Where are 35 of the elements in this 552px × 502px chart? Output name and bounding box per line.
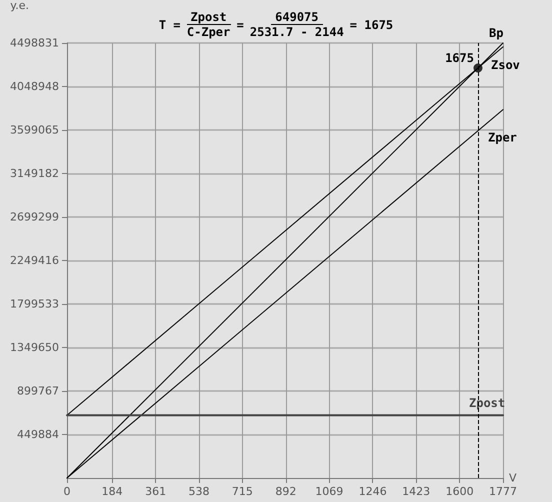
text: = 1675 (350, 18, 394, 32)
series-label: Zpost (469, 396, 506, 410)
x-tick-label: 538 (188, 485, 210, 498)
y-tick-label: 449884 (17, 428, 59, 441)
y-tick-label: 4498831 (10, 36, 59, 50)
x-tick-label: 1777 (489, 485, 517, 498)
text: C-Zper (186, 25, 230, 39)
y-tick-label: 1799533 (10, 298, 59, 310)
text: Zpost (190, 10, 227, 24)
annotation: 1675 (445, 50, 474, 65)
text: 649075 (275, 10, 319, 24)
text: T = (158, 18, 181, 32)
x-tick-label: 892 (275, 485, 296, 498)
y-tick-label: 3599065 (10, 124, 59, 136)
y-tick-label: 1349650 (10, 341, 59, 354)
x-tick-label: 1600 (446, 485, 474, 498)
x-tick-label: 184 (102, 485, 123, 498)
x-tick-label: 361 (145, 485, 166, 498)
series-label: Zper (488, 130, 517, 145)
x-tick-label: 1069 (315, 485, 344, 498)
y-tick-label: 2249416 (10, 254, 59, 267)
y-tick-label: 4048948 (10, 80, 59, 93)
text: 2531.7 - 2144 (250, 25, 344, 39)
x-tick-label: 0 (64, 485, 70, 498)
x-axis-title: V (509, 472, 517, 484)
x-tick-label: 1423 (402, 485, 430, 498)
series-label: Zsov (491, 58, 520, 72)
y-tick-label: 3149182 (10, 167, 59, 180)
y-tick-label: 899767 (17, 384, 59, 398)
x-tick-label: 715 (232, 485, 253, 498)
text: = (236, 18, 244, 32)
x-tick-label: 1246 (358, 485, 387, 498)
y-axis-title: y.e. (10, 0, 29, 12)
series-label: Bp (489, 26, 504, 40)
y-tick-label: 2699299 (10, 210, 59, 224)
